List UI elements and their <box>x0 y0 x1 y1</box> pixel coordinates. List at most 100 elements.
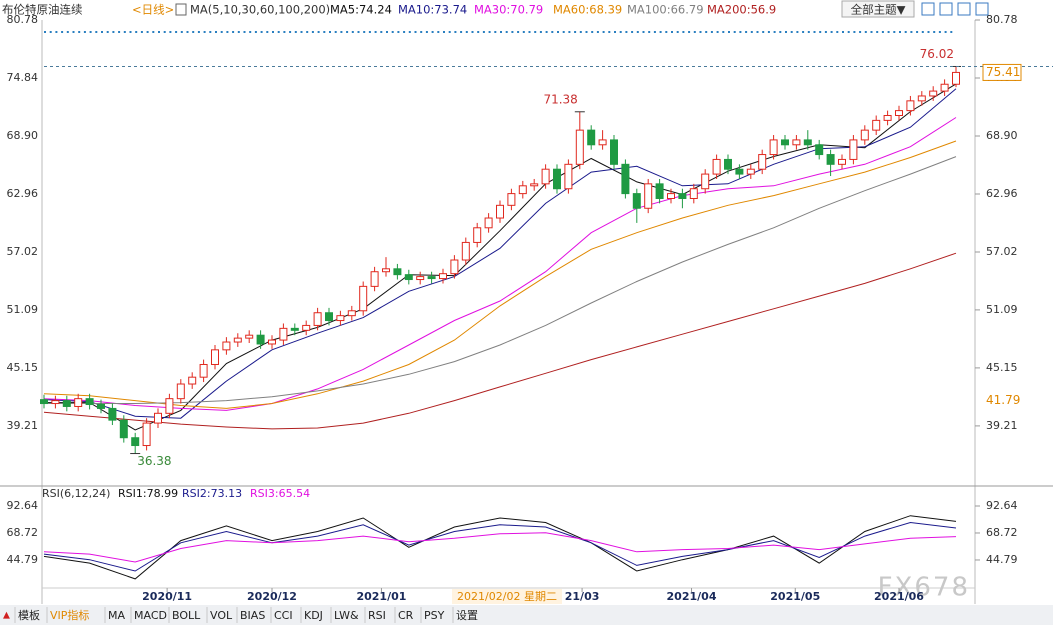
crosshair-label: 2021/02/02 星期二 <box>457 590 557 603</box>
x-tick-label: 2021/06 <box>874 590 924 603</box>
candle-body <box>689 188 698 199</box>
candle-body <box>188 376 197 385</box>
y-tick-label-right: 62.96 <box>986 187 1018 200</box>
y-tick-label-right: 57.02 <box>986 245 1018 258</box>
icon[interactable] <box>975 2 989 16</box>
y-tick-label: 39.21 <box>7 419 39 432</box>
toolbar-item[interactable]: VIP指标 <box>50 608 89 622</box>
legend-entry: MA5:74.24 <box>330 3 392 17</box>
x-tick-label: 2021/01 <box>356 590 406 603</box>
candle-body <box>724 158 732 170</box>
legend-entry: MA30:70.79 <box>474 3 543 17</box>
toolbar-item[interactable]: PSY <box>424 609 445 622</box>
candle-body <box>838 158 846 165</box>
candle-body <box>610 139 618 165</box>
candle-body <box>507 193 516 206</box>
candle-body <box>473 227 482 243</box>
y-tick-label: 51.09 <box>7 303 39 316</box>
candle-body <box>450 259 459 275</box>
ma-icon[interactable] <box>175 3 187 16</box>
x-tick-label: 2020/11 <box>142 590 192 603</box>
icon[interactable] <box>957 2 971 16</box>
extreme-label: 36.38 <box>137 454 171 468</box>
x-tick-label: 2021/05 <box>770 590 820 603</box>
toolbar-item[interactable]: BIAS <box>240 609 265 622</box>
candle-body <box>439 273 447 280</box>
toolbar-item[interactable]: VOL <box>210 609 233 622</box>
candle-body <box>245 334 254 339</box>
y-tick-label-right: 80.78 <box>986 13 1018 26</box>
candle-body <box>370 271 379 287</box>
candle-body <box>302 324 311 331</box>
candle-body <box>97 404 105 409</box>
theme-button-text[interactable]: 全部主题▼ <box>851 3 906 17</box>
candle-body <box>781 139 789 146</box>
candle-body <box>484 217 493 229</box>
candle-body <box>792 139 801 146</box>
candle-body <box>758 154 767 170</box>
legend-entry: RSI1:78.99 <box>118 487 178 500</box>
toolbar-item[interactable]: CR <box>398 609 414 622</box>
candle-body <box>176 383 185 400</box>
toolbar-item[interactable]: 模板 <box>18 608 40 622</box>
ma-line <box>43 252 957 430</box>
candle-body <box>165 398 174 414</box>
candle-body <box>347 310 356 317</box>
ma-line <box>44 156 957 404</box>
candle-body <box>256 334 265 345</box>
candle-body <box>769 139 778 156</box>
ma-label: MA(5,10,30,60,100,200) <box>190 3 330 17</box>
toolbar-item[interactable]: MACD <box>134 609 167 622</box>
toolbar-item[interactable]: 设置 <box>456 609 478 622</box>
candle-body <box>598 139 607 146</box>
candle-body <box>382 268 390 273</box>
candle-body <box>678 193 687 199</box>
y-tick-label-right: 39.21 <box>986 419 1018 432</box>
candle-body <box>62 400 71 407</box>
ma-line <box>44 83 957 431</box>
candle-body <box>803 139 812 146</box>
candle-body <box>667 193 675 199</box>
toolbar-item[interactable]: BOLL <box>172 609 201 622</box>
toolbar-item[interactable]: CCI <box>274 609 293 622</box>
legend-entry: RSI3:65.54 <box>250 487 310 500</box>
icon[interactable] <box>921 2 935 16</box>
candle-body <box>849 139 858 160</box>
rsi-line <box>43 532 957 563</box>
marker-price: 41.79 <box>986 393 1020 407</box>
candle-body <box>427 276 436 280</box>
y-tick-label: 68.72 <box>7 526 39 539</box>
candle-body <box>404 274 413 281</box>
toolbar-arrow[interactable]: ▲ <box>3 611 10 621</box>
y-tick-label-right: 68.72 <box>986 526 1018 539</box>
rsi-line <box>43 515 957 580</box>
window-icons <box>921 2 989 16</box>
candle-body <box>553 168 561 190</box>
candle-body <box>268 339 276 345</box>
ma-line <box>43 140 957 409</box>
y-tick-label: 80.78 <box>7 13 39 26</box>
candle-body <box>826 154 835 165</box>
toolbar-item[interactable]: RSI <box>368 609 386 622</box>
theme-button[interactable] <box>841 0 915 18</box>
toolbar-item[interactable]: KDJ <box>304 609 323 622</box>
candle-body <box>461 241 470 261</box>
candle-body <box>518 185 527 195</box>
toolbar-item[interactable]: LW& <box>334 609 359 622</box>
candle-body <box>701 173 710 190</box>
candle-body <box>290 327 299 331</box>
ma-line <box>43 117 957 411</box>
icon[interactable] <box>939 2 953 16</box>
legend-entry: MA100:66.79 <box>627 3 704 17</box>
candle-body <box>51 400 60 405</box>
candle-body <box>872 119 881 131</box>
candle-body <box>40 399 48 405</box>
candle-body <box>906 100 915 112</box>
toolbar-item[interactable]: MA <box>108 609 125 622</box>
x-tick-label: 2021/04 <box>667 590 717 603</box>
candle-body <box>632 193 641 209</box>
y-tick-label: 62.96 <box>7 187 39 200</box>
y-tick-label-right: 45.15 <box>986 361 1018 374</box>
y-tick-label-right: 44.79 <box>986 553 1018 566</box>
symbol: 布伦特原油连续 <box>2 3 83 17</box>
